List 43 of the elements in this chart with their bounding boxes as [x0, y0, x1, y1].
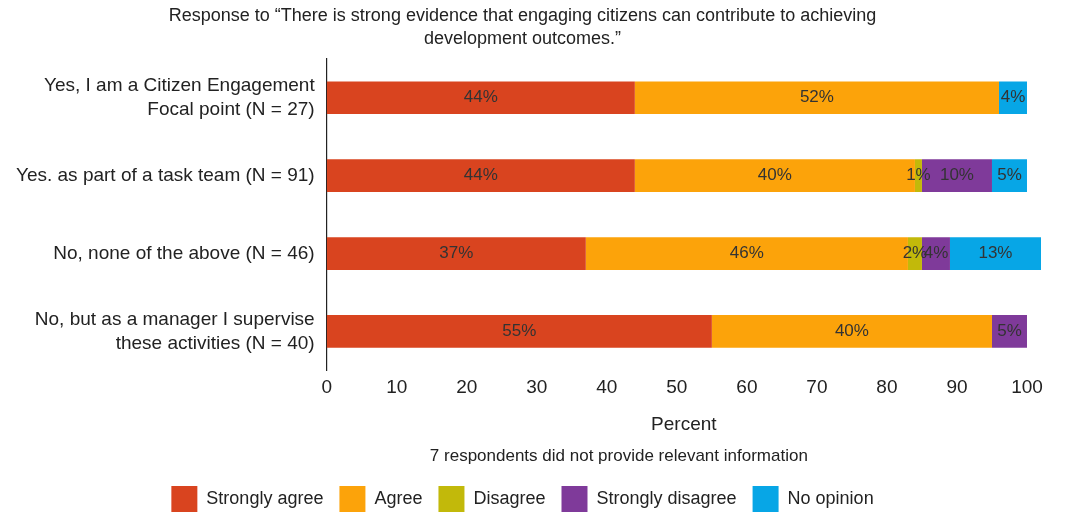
y-tick-label: No, but as a manager I supervise these activities (N = 40): [34, 307, 315, 353]
text: 7 respondents did not provide relevant information: [429, 445, 808, 465]
data-label: 40%: [834, 321, 869, 341]
y-tick-label: Yes. as part of a task team (N = 91): [15, 163, 315, 185]
bar: [711, 315, 992, 348]
bar: [949, 237, 1041, 270]
x-axis-title: Percent: [651, 412, 718, 434]
bar: [326, 315, 712, 348]
x-tick-label: 70: [806, 376, 828, 398]
data-label: 46%: [729, 243, 764, 263]
bar: [634, 81, 999, 115]
x-tick-label: 40: [596, 376, 618, 398]
data-label: 55%: [502, 321, 537, 341]
bar: [326, 237, 586, 270]
x-tick-label: 30: [526, 376, 548, 398]
x-tick-label: 90: [946, 376, 968, 398]
bar: [326, 159, 635, 193]
chart-title: Response to “There is strong evidence that engaging citizens can contribute to achieving development outcomes.”: [168, 4, 877, 49]
x-tick-label: 20: [456, 376, 478, 398]
data-label: 44%: [463, 87, 498, 107]
data-label: 10%: [939, 165, 974, 185]
legend-label: Strongly agree: [206, 487, 324, 508]
data-label: 52%: [799, 87, 834, 107]
x-tick-label: 0: [321, 376, 332, 398]
legend-label: No opinion: [787, 487, 874, 508]
data-label: 37%: [439, 243, 474, 263]
x-tick-label: 100: [1011, 376, 1043, 398]
legend-label: Strongly disagree: [596, 487, 737, 508]
x-tick-label: 80: [876, 376, 898, 398]
y-tick-label: No, none of the above (N = 46): [53, 241, 315, 263]
legend-label: Agree: [374, 487, 423, 508]
data-label: 5%: [997, 321, 1022, 341]
y-tick-label: Yes, I am a Citizen Engagement Focal point (N = 27): [43, 74, 316, 119]
x-tick-label: 50: [666, 376, 688, 398]
bar: [326, 81, 635, 115]
data-label: 4%: [1000, 87, 1026, 107]
legend-label: Disagree: [473, 487, 546, 508]
data-label: 13%: [978, 243, 1013, 263]
data-label: 5%: [997, 165, 1022, 185]
data-label: 44%: [463, 165, 498, 185]
data-label: 40%: [757, 165, 792, 185]
x-tick-label: 60: [736, 376, 758, 398]
x-tick-label: 10: [386, 376, 408, 398]
